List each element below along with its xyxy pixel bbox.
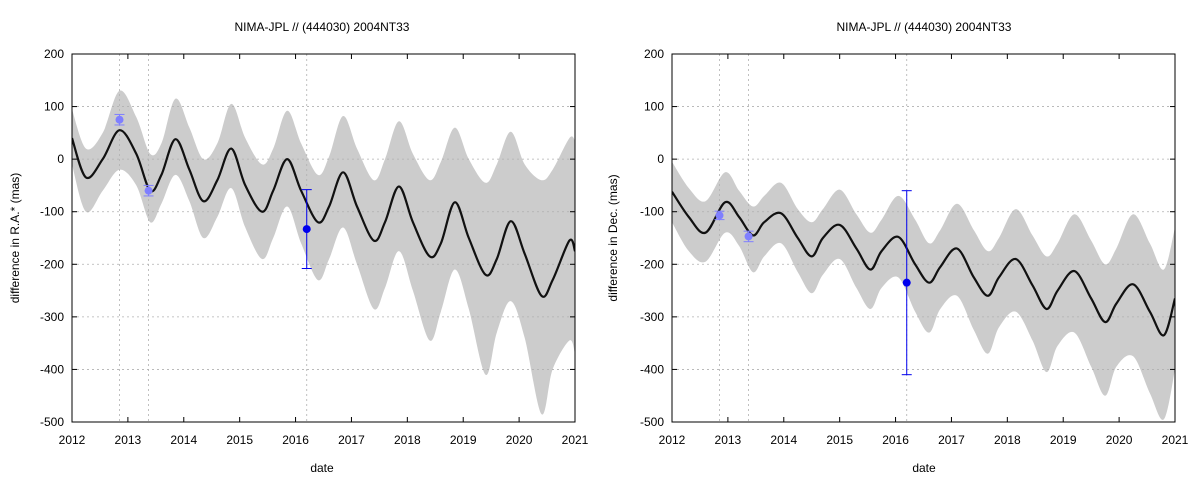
- dec-observation-point-1: [744, 232, 753, 241]
- ra-panel: NIMA-JPL // (444030) 2004NT33 date diffe…: [8, 20, 589, 475]
- ra-x-tick-label-2013: 2013: [115, 433, 142, 447]
- dec-plot-area: [672, 54, 1175, 422]
- ra-x-tick-label-2012: 2012: [59, 433, 86, 447]
- dec-x-tick-label-2015: 2015: [826, 433, 853, 447]
- dec-y-tick-label--500: -500: [640, 415, 664, 429]
- ra-y-tick-label-200: 200: [44, 47, 64, 61]
- dec-x-tick-label-2014: 2014: [770, 433, 797, 447]
- ra-x-axis-label: date: [310, 461, 334, 475]
- ra-y-tick-label-100: 100: [44, 100, 64, 114]
- dec-observation-point-0: [715, 211, 724, 220]
- ra-y-axis-label: difference in R.A.* (mas): [8, 173, 22, 304]
- ra-observation-point-0: [115, 115, 124, 124]
- dec-y-tick-label--200: -200: [640, 257, 664, 271]
- ra-y-tick-label--100: -100: [40, 205, 64, 219]
- ra-x-tick-label-2016: 2016: [282, 433, 309, 447]
- dec-observation-point-2: [902, 278, 911, 287]
- ra-x-tick-label-2018: 2018: [394, 433, 421, 447]
- dec-x-tick-label-2013: 2013: [715, 433, 742, 447]
- ra-y-tick-label--200: -200: [40, 257, 64, 271]
- dec-y-axis-label: difference in Dec. (mas): [606, 174, 620, 301]
- dec-x-tick-label-2016: 2016: [882, 433, 909, 447]
- dec-y-tick-label-100: 100: [644, 100, 664, 114]
- dec-y-tick-label--100: -100: [640, 205, 664, 219]
- dec-y-tick-label--300: -300: [640, 310, 664, 324]
- ra-x-tick-label-2017: 2017: [338, 433, 365, 447]
- ra-x-tick-label-2020: 2020: [506, 433, 533, 447]
- dec-uncertainty-band: [672, 161, 1175, 420]
- dec-plot-frame: [671, 53, 1176, 423]
- ra-y-tick-label--500: -500: [40, 415, 64, 429]
- dec-x-tick-label-2017: 2017: [938, 433, 965, 447]
- dec-x-tick-label-2018: 2018: [994, 433, 1021, 447]
- ra-x-tick-label-2015: 2015: [226, 433, 253, 447]
- dec-y-tick-label-200: 200: [644, 47, 664, 61]
- ra-y-tick-label--400: -400: [40, 362, 64, 376]
- dec-model-line: [672, 191, 1175, 337]
- ra-observation-point-2: [302, 225, 311, 234]
- dec-panel: NIMA-JPL // (444030) 2004NT33 date diffe…: [606, 20, 1189, 475]
- dec-x-axis-label: date: [912, 461, 936, 475]
- ra-observation-point-1: [144, 186, 153, 195]
- dec-y-tick-label--400: -400: [640, 362, 664, 376]
- ra-plot-area: [72, 54, 575, 422]
- dec-x-tick-label-2020: 2020: [1106, 433, 1133, 447]
- ra-model-line: [72, 129, 575, 298]
- ra-uncertainty-band: [72, 90, 575, 415]
- ra-chart-title: NIMA-JPL // (444030) 2004NT33: [235, 20, 410, 34]
- dec-x-tick-label-2021: 2021: [1162, 433, 1189, 447]
- ra-y-tick-label-0: 0: [57, 152, 64, 166]
- ra-x-tick-label-2021: 2021: [562, 433, 589, 447]
- ra-plot-frame: [71, 53, 576, 423]
- ra-x-tick-label-2014: 2014: [170, 433, 197, 447]
- dec-chart-title: NIMA-JPL // (444030) 2004NT33: [837, 20, 1012, 34]
- dec-x-tick-label-2012: 2012: [659, 433, 686, 447]
- dec-x-tick-label-2019: 2019: [1050, 433, 1077, 447]
- dec-y-tick-label-0: 0: [657, 152, 664, 166]
- ra-x-tick-label-2019: 2019: [450, 433, 477, 447]
- ra-y-tick-label--300: -300: [40, 310, 64, 324]
